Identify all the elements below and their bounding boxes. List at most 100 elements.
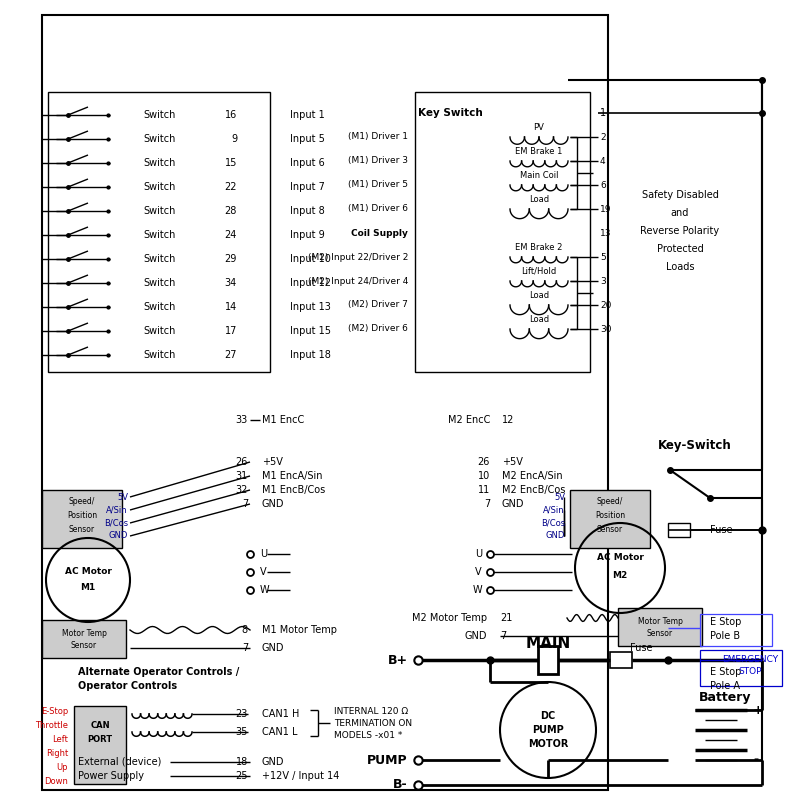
Text: 7: 7 (500, 631, 506, 641)
Text: 7: 7 (242, 499, 248, 509)
Text: E Stop: E Stop (710, 617, 741, 627)
Text: Sensor: Sensor (71, 642, 97, 650)
Text: Power Supply: Power Supply (78, 771, 144, 781)
Text: Protected: Protected (657, 244, 704, 254)
Text: Load: Load (529, 315, 549, 324)
Text: M2 EncC: M2 EncC (447, 415, 490, 425)
Text: EM Brake 1: EM Brake 1 (515, 147, 563, 156)
Text: and: and (671, 208, 689, 218)
Text: -: - (753, 753, 758, 766)
Text: Key-Switch: Key-Switch (658, 439, 732, 452)
Text: 2: 2 (600, 132, 606, 141)
Text: 30: 30 (600, 324, 611, 333)
Bar (48, 92, 270, 372)
Text: Input 5: Input 5 (290, 134, 325, 144)
Text: W: W (260, 585, 270, 595)
Text: Safety Disabled: Safety Disabled (642, 190, 719, 200)
Text: M1 EncB/Cos: M1 EncB/Cos (262, 485, 326, 495)
Bar (570, 490, 650, 548)
Text: PV: PV (533, 122, 544, 131)
Text: Motor Temp: Motor Temp (61, 629, 107, 637)
Text: Switch: Switch (144, 254, 176, 264)
Text: Input 6: Input 6 (290, 158, 325, 168)
Text: GND: GND (108, 531, 128, 540)
Text: 26: 26 (478, 457, 490, 467)
Text: 5V: 5V (554, 492, 565, 501)
Text: Coil Supply: Coil Supply (351, 229, 408, 238)
Text: CAN1 H: CAN1 H (262, 709, 299, 719)
Text: 26: 26 (236, 457, 248, 467)
Text: 27: 27 (224, 350, 237, 360)
Text: 3: 3 (600, 277, 606, 285)
Text: GND: GND (502, 499, 525, 509)
Text: +5V: +5V (502, 457, 523, 467)
Text: Main Coil: Main Coil (520, 170, 558, 179)
Text: (M2) Driver 7: (M2) Driver 7 (348, 301, 408, 310)
Bar (42, 15, 608, 790)
Text: (M2) Input 24/Driver 4: (M2) Input 24/Driver 4 (307, 277, 408, 285)
Text: AC Motor: AC Motor (64, 568, 111, 577)
Text: Alternate Operator Controls /: Alternate Operator Controls / (78, 667, 240, 677)
Text: Load: Load (529, 195, 549, 204)
Text: GND: GND (262, 757, 284, 767)
Text: Throttle: Throttle (35, 722, 68, 731)
Bar (700, 650, 782, 686)
Text: Speed/: Speed/ (597, 497, 623, 507)
Text: W: W (472, 585, 482, 595)
Text: AC Motor: AC Motor (596, 553, 643, 563)
Text: 22: 22 (224, 182, 237, 192)
Text: M1 EncA/Sin: M1 EncA/Sin (262, 471, 322, 481)
Bar (42, 620, 126, 658)
Text: U: U (475, 549, 482, 559)
Text: 18: 18 (236, 757, 248, 767)
Text: V: V (260, 567, 267, 577)
Text: (M2) Input 22/Driver 2: (M2) Input 22/Driver 2 (307, 252, 408, 261)
Text: 35: 35 (236, 727, 248, 737)
Text: Switch: Switch (144, 278, 176, 288)
Text: Input 1: Input 1 (290, 110, 325, 120)
Text: 6: 6 (600, 181, 606, 190)
Text: Switch: Switch (144, 350, 176, 360)
Bar (538, 646, 558, 674)
Text: Fuse: Fuse (710, 525, 732, 535)
Text: 7: 7 (484, 499, 490, 509)
Text: Battery: Battery (699, 690, 751, 703)
Text: +5V: +5V (262, 457, 283, 467)
Text: A/Sin: A/Sin (107, 505, 128, 514)
Text: Sensor: Sensor (69, 526, 95, 534)
Bar (42, 490, 122, 548)
Text: 32: 32 (236, 485, 248, 495)
Text: Switch: Switch (144, 110, 176, 120)
Text: M2 EncA/Sin: M2 EncA/Sin (502, 471, 563, 481)
Bar (700, 614, 772, 646)
Text: Sensor: Sensor (647, 629, 673, 638)
Text: Key Switch: Key Switch (418, 108, 483, 118)
Text: Input 13: Input 13 (290, 302, 331, 312)
Text: 19: 19 (600, 204, 611, 213)
Text: Down: Down (44, 778, 68, 787)
Text: 1: 1 (600, 108, 606, 118)
Text: INTERNAL 120 Ω: INTERNAL 120 Ω (334, 707, 408, 716)
Text: A/Sin: A/Sin (544, 505, 565, 514)
Text: 28: 28 (224, 206, 237, 216)
Text: EMERGENCY: EMERGENCY (722, 655, 778, 664)
Text: 17: 17 (224, 326, 237, 336)
Text: Reverse Polarity: Reverse Polarity (641, 226, 720, 236)
Text: 15: 15 (224, 158, 237, 168)
Text: 11: 11 (478, 485, 490, 495)
Text: Lift/Hold: Lift/Hold (521, 267, 556, 276)
Text: TERMINATION ON: TERMINATION ON (334, 719, 412, 728)
Text: Motor Temp: Motor Temp (638, 616, 682, 625)
Text: STOP: STOP (738, 667, 762, 676)
Text: +: + (753, 703, 763, 716)
Text: Switch: Switch (144, 206, 176, 216)
Text: (M1) Driver 3: (M1) Driver 3 (348, 157, 408, 165)
Text: Position: Position (67, 512, 97, 521)
Text: Loads: Loads (665, 262, 694, 272)
Text: M1: M1 (80, 583, 96, 593)
Text: Switch: Switch (144, 158, 176, 168)
Text: 12: 12 (502, 415, 514, 425)
Text: MAIN: MAIN (525, 637, 571, 651)
Bar (74, 706, 126, 784)
Text: E-Stop: E-Stop (41, 707, 68, 716)
